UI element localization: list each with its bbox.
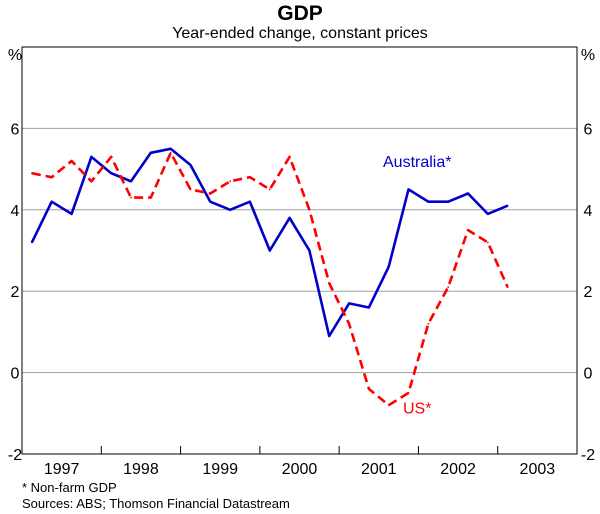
data-point-us [249, 176, 251, 179]
data-point-australia [169, 147, 172, 150]
y-axis-unit-right: % [581, 47, 595, 64]
y-tick-label-right: -2 [581, 447, 595, 464]
data-point-australia [288, 217, 291, 219]
data-point-us [407, 392, 410, 394]
data-point-australia [229, 208, 232, 211]
data-point-australia [189, 164, 192, 166]
data-point-australia [149, 151, 152, 154]
data-point-australia [209, 200, 212, 203]
data-point-us [90, 180, 93, 183]
data-point-us [229, 180, 232, 183]
data-point-us [169, 151, 172, 154]
data-point-us [31, 172, 33, 175]
data-point-australia [467, 192, 469, 195]
chart-subtitle: Year-ended change, constant prices [172, 25, 428, 42]
data-point-australia [407, 188, 410, 191]
data-point-australia [90, 155, 93, 158]
data-point-australia [328, 335, 331, 337]
data-point-us [209, 192, 212, 195]
data-point-australia [486, 212, 489, 215]
footnote: * Non-farm GDP [22, 480, 117, 495]
data-point-australia [387, 265, 390, 268]
data-series [30, 147, 509, 407]
x-tick-label: 1997 [44, 461, 80, 478]
data-point-us [348, 322, 350, 325]
data-point-australia [70, 212, 73, 215]
series-label-australia: Australia* [383, 154, 451, 171]
data-point-australia [447, 200, 450, 203]
data-point-australia [50, 200, 53, 203]
data-point-australia [130, 180, 132, 183]
data-point-us [387, 404, 390, 407]
data-point-us [367, 387, 370, 390]
x-tick-label: 1998 [123, 461, 159, 478]
data-point-us [70, 160, 73, 162]
y-axis-unit-left: % [8, 47, 22, 64]
axes: -2 -2 0 0 2 2 4 4 6 6 1997 1998 1999 2000 2001 2002 2003 [8, 121, 595, 478]
data-point-us [268, 188, 271, 191]
plot-frame [21, 46, 578, 455]
data-point-australia [249, 200, 251, 203]
series-line-us [31, 151, 509, 407]
data-point-us [110, 155, 113, 158]
data-point-australia [110, 172, 113, 175]
data-point-us [467, 229, 469, 232]
data-point-us [189, 188, 192, 191]
y-tick-label-right: 0 [584, 366, 593, 383]
data-point-australia [367, 306, 370, 309]
y-tick-label-right: 6 [584, 121, 593, 138]
data-point-us [486, 241, 489, 244]
data-point-australia [308, 249, 311, 252]
y-tick-label-left: 2 [11, 284, 20, 301]
sources-note: Sources: ABS; Thomson Financial Datastre… [22, 496, 290, 511]
gridlines [22, 127, 577, 374]
data-point-us [427, 322, 430, 325]
y-tick-label-right: 4 [584, 203, 593, 220]
y-tick-label-right: 2 [584, 284, 593, 301]
data-point-us [328, 282, 331, 284]
data-point-us [308, 208, 311, 211]
data-point-australia [31, 241, 33, 244]
x-tick-label: 2003 [520, 461, 556, 478]
x-tick-label: 2000 [282, 461, 318, 478]
y-tick-label-left: 4 [11, 203, 20, 220]
data-point-australia [506, 204, 509, 207]
data-point-australia [427, 200, 430, 203]
data-point-us [288, 155, 291, 158]
data-point-us [447, 286, 450, 289]
series-label-us: US* [403, 400, 431, 417]
y-tick-label-left: 6 [11, 121, 20, 138]
data-point-us [506, 286, 509, 289]
data-point-australia [268, 249, 271, 252]
x-tick-label: 2001 [361, 461, 397, 478]
y-tick-label-left: 0 [11, 366, 20, 383]
x-tick-label: 2002 [440, 461, 476, 478]
chart-title: GDP [277, 2, 323, 25]
data-point-us [130, 196, 132, 199]
data-point-us [50, 176, 53, 179]
x-tick-label: 1999 [202, 461, 238, 478]
y-tick-label-left: -2 [8, 447, 22, 464]
data-point-australia [348, 302, 350, 305]
data-point-us [149, 196, 152, 199]
